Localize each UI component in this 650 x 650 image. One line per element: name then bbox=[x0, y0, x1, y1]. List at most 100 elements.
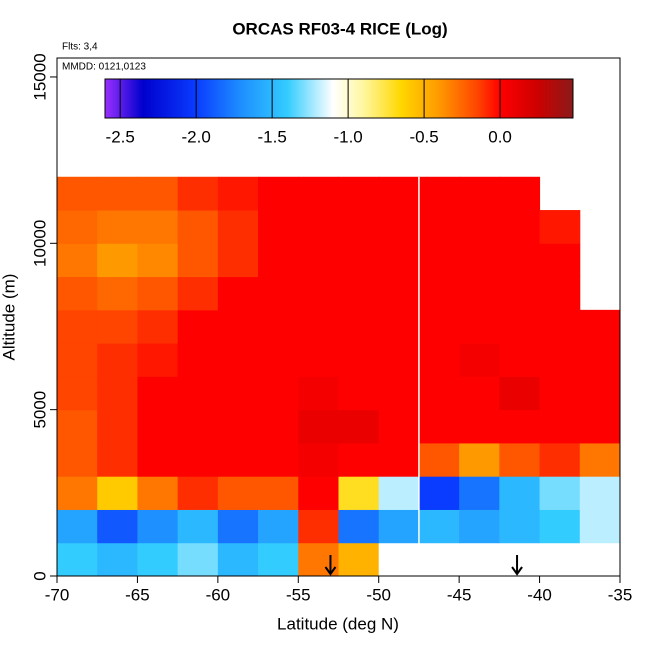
heatmap-cell bbox=[579, 442, 621, 477]
heatmap-cell bbox=[539, 243, 581, 278]
heatmap-cell bbox=[539, 276, 581, 311]
heatmap-cell bbox=[579, 409, 621, 444]
heatmap-cell bbox=[338, 542, 380, 577]
heatmap-cell bbox=[57, 476, 98, 510]
heatmap-cell bbox=[137, 542, 179, 577]
heatmap-cell bbox=[97, 276, 138, 311]
heatmap-cell bbox=[57, 509, 98, 544]
heatmap-cell bbox=[258, 276, 299, 311]
heatmap-cell bbox=[137, 509, 179, 544]
x-axis-label: Latitude (deg N) bbox=[277, 614, 399, 633]
heatmap-cell bbox=[499, 442, 541, 477]
heatmap-cell bbox=[378, 276, 420, 311]
heatmap-cell bbox=[258, 409, 299, 444]
heatmap-cell bbox=[298, 409, 339, 444]
heatmap-cell bbox=[177, 476, 219, 510]
heatmap-cell bbox=[97, 343, 138, 377]
heatmap-cell bbox=[137, 210, 179, 244]
heatmap-cell bbox=[57, 309, 98, 344]
heatmap-cell bbox=[499, 343, 541, 377]
heatmap-cell bbox=[378, 476, 420, 510]
heatmap-cell bbox=[338, 376, 380, 411]
heatmap-cell bbox=[217, 243, 259, 278]
heatmap-cell bbox=[177, 176, 219, 211]
heatmap-cell bbox=[177, 210, 219, 244]
heatmap-cell bbox=[338, 243, 380, 278]
flights-note: Flts: 3,4 bbox=[62, 42, 98, 53]
heatmap-cell bbox=[418, 309, 460, 344]
heatmap-cell bbox=[459, 176, 500, 211]
heatmap-cell bbox=[258, 309, 299, 344]
heatmap-cell bbox=[378, 376, 420, 411]
heatmap-cell bbox=[539, 343, 581, 377]
heatmap-cell bbox=[217, 210, 259, 244]
heatmap-cell bbox=[57, 442, 98, 477]
heatmap-cell bbox=[499, 176, 541, 211]
ground-arrow bbox=[324, 555, 337, 576]
heatmap-cell bbox=[258, 343, 299, 377]
ground-arrow bbox=[511, 555, 523, 576]
heatmap-cell bbox=[57, 542, 98, 577]
heatmap-cell bbox=[418, 476, 460, 510]
heatmap-cell bbox=[539, 409, 581, 444]
heatmap-cell bbox=[57, 276, 98, 311]
y-tick-label: 5000 bbox=[30, 391, 49, 429]
heatmap-cell bbox=[217, 509, 259, 544]
heatmap-cell bbox=[298, 509, 339, 544]
heatmap-cell bbox=[418, 376, 460, 411]
heatmap-cell bbox=[217, 309, 259, 344]
heatmap-cell bbox=[459, 210, 500, 244]
heatmap-cell bbox=[298, 243, 339, 278]
heatmap-cell bbox=[137, 309, 179, 344]
heatmap-cell bbox=[459, 409, 500, 444]
colorbar-tick-label: 0.0 bbox=[488, 127, 512, 146]
heatmap-cell bbox=[459, 309, 500, 344]
heatmap-cell bbox=[57, 176, 98, 211]
heatmap-cell bbox=[177, 509, 219, 544]
heatmap-cell bbox=[499, 376, 541, 411]
heatmap-cell bbox=[579, 309, 621, 344]
heatmap-cell bbox=[298, 343, 339, 377]
heatmap-cell bbox=[539, 442, 581, 477]
heatmap-cell bbox=[378, 343, 420, 377]
heatmap-cell bbox=[177, 409, 219, 444]
heatmap-cell bbox=[459, 442, 500, 477]
heatmap-cell bbox=[137, 276, 179, 311]
heatmap-cell bbox=[499, 276, 541, 311]
heatmap-cell bbox=[539, 309, 581, 344]
heatmap-cell bbox=[338, 176, 380, 211]
x-tick-label: -40 bbox=[527, 585, 552, 604]
heatmap-cell bbox=[378, 176, 420, 211]
colorbar-tick-label: -1.5 bbox=[257, 127, 286, 146]
heatmap-cell bbox=[418, 409, 460, 444]
heatmap-cell bbox=[177, 542, 219, 577]
heatmap-cell bbox=[338, 509, 380, 544]
heatmap-cell bbox=[137, 409, 179, 444]
heatmap-cell bbox=[217, 476, 259, 510]
heatmap-cell bbox=[338, 476, 380, 510]
heatmap-cell bbox=[338, 276, 380, 311]
heatmap-cell bbox=[177, 442, 219, 477]
heatmap-cell bbox=[258, 542, 299, 577]
heatmap-cell bbox=[97, 376, 138, 411]
heatmap-cell bbox=[499, 409, 541, 444]
heatmap-cell bbox=[338, 210, 380, 244]
heatmap-cell bbox=[459, 376, 500, 411]
heatmap-cell bbox=[177, 309, 219, 344]
x-tick-label: -65 bbox=[125, 585, 150, 604]
colorbar-tick-label: -0.5 bbox=[409, 127, 438, 146]
heatmap-cell bbox=[217, 542, 259, 577]
heatmap-cell bbox=[499, 210, 541, 244]
x-tick-label: -35 bbox=[608, 585, 633, 604]
heatmap-cell bbox=[57, 210, 98, 244]
heatmap-cell bbox=[217, 343, 259, 377]
heatmap-cell bbox=[217, 276, 259, 311]
heatmap-cell bbox=[418, 176, 460, 211]
colorbar-tick-label: -1.0 bbox=[333, 127, 362, 146]
heatmap-cell bbox=[378, 542, 420, 577]
heatmap-cell bbox=[579, 476, 621, 510]
colorbar-tick-label: -2.0 bbox=[182, 127, 211, 146]
heatmap-cell bbox=[258, 243, 299, 278]
heatmap-cell bbox=[137, 176, 179, 211]
